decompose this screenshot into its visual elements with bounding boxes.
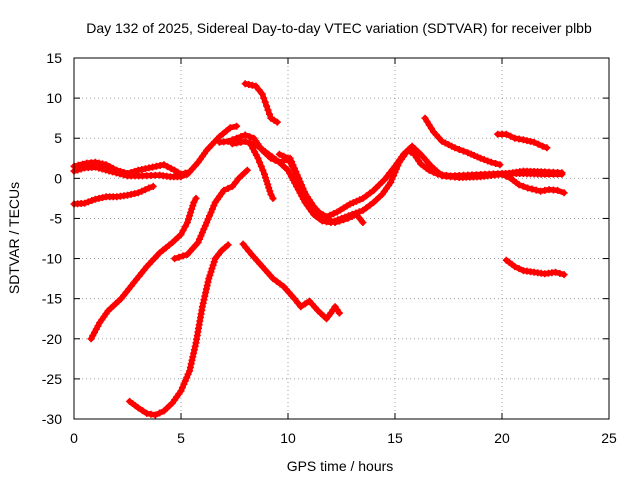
y-axis-title: SDTVAR / TECUs <box>6 182 22 294</box>
grid-lines <box>74 58 609 419</box>
markers-arc-15 <box>498 170 568 197</box>
x-tick-label: 10 <box>280 430 296 446</box>
markers-arc-12 <box>239 240 343 323</box>
markers-arc-5 <box>171 166 251 263</box>
plot-frame <box>73 57 610 420</box>
y-tick-label: 0 <box>54 170 62 186</box>
markers-arc-16 <box>502 256 568 279</box>
chart-title: Day 132 of 2025, Sidereal Day-to-day VTE… <box>86 20 592 36</box>
markers-arc-4 <box>87 194 200 343</box>
y-tick-label: -25 <box>42 371 62 387</box>
markers-arc-11 <box>241 80 281 126</box>
x-tick-label: 25 <box>601 430 617 446</box>
y-tick-label: -5 <box>50 210 63 226</box>
plus-markers <box>171 166 251 263</box>
axis-ticks: 0 5 10 15 20 25 15 10 5 0 -5 -10 -15 -20 -25 -30 <box>42 50 617 446</box>
plus-markers <box>87 194 200 343</box>
markers-arc-6 <box>126 241 232 419</box>
x-tick-label: 0 <box>70 430 78 446</box>
y-tick-label: 5 <box>54 130 62 146</box>
x-tick-label: 20 <box>494 430 510 446</box>
plus-markers <box>421 114 504 169</box>
y-tick-label: 15 <box>46 50 62 66</box>
plus-markers <box>246 138 277 202</box>
y-tick-label: -15 <box>42 291 62 307</box>
x-tick-label: 5 <box>177 430 185 446</box>
plus-markers <box>126 241 232 419</box>
plus-markers <box>239 240 343 323</box>
y-tick-label: -20 <box>42 331 62 347</box>
x-axis-title: GPS time / hours <box>287 458 394 474</box>
y-tick-label: -30 <box>42 411 62 427</box>
markers-arc-13 <box>421 114 504 169</box>
x-tick-label: 15 <box>387 430 403 446</box>
plus-markers <box>494 130 551 152</box>
y-tick-label: 10 <box>46 90 62 106</box>
plus-markers <box>498 170 568 197</box>
plus-markers <box>275 150 367 226</box>
plus-markers <box>502 256 568 279</box>
markers-arc-9 <box>246 138 277 202</box>
data-series <box>70 80 568 419</box>
plus-markers <box>241 80 281 126</box>
markers-arc-14 <box>494 130 551 152</box>
y-tick-label: -10 <box>42 251 62 267</box>
markers-arc-10 <box>275 150 367 226</box>
